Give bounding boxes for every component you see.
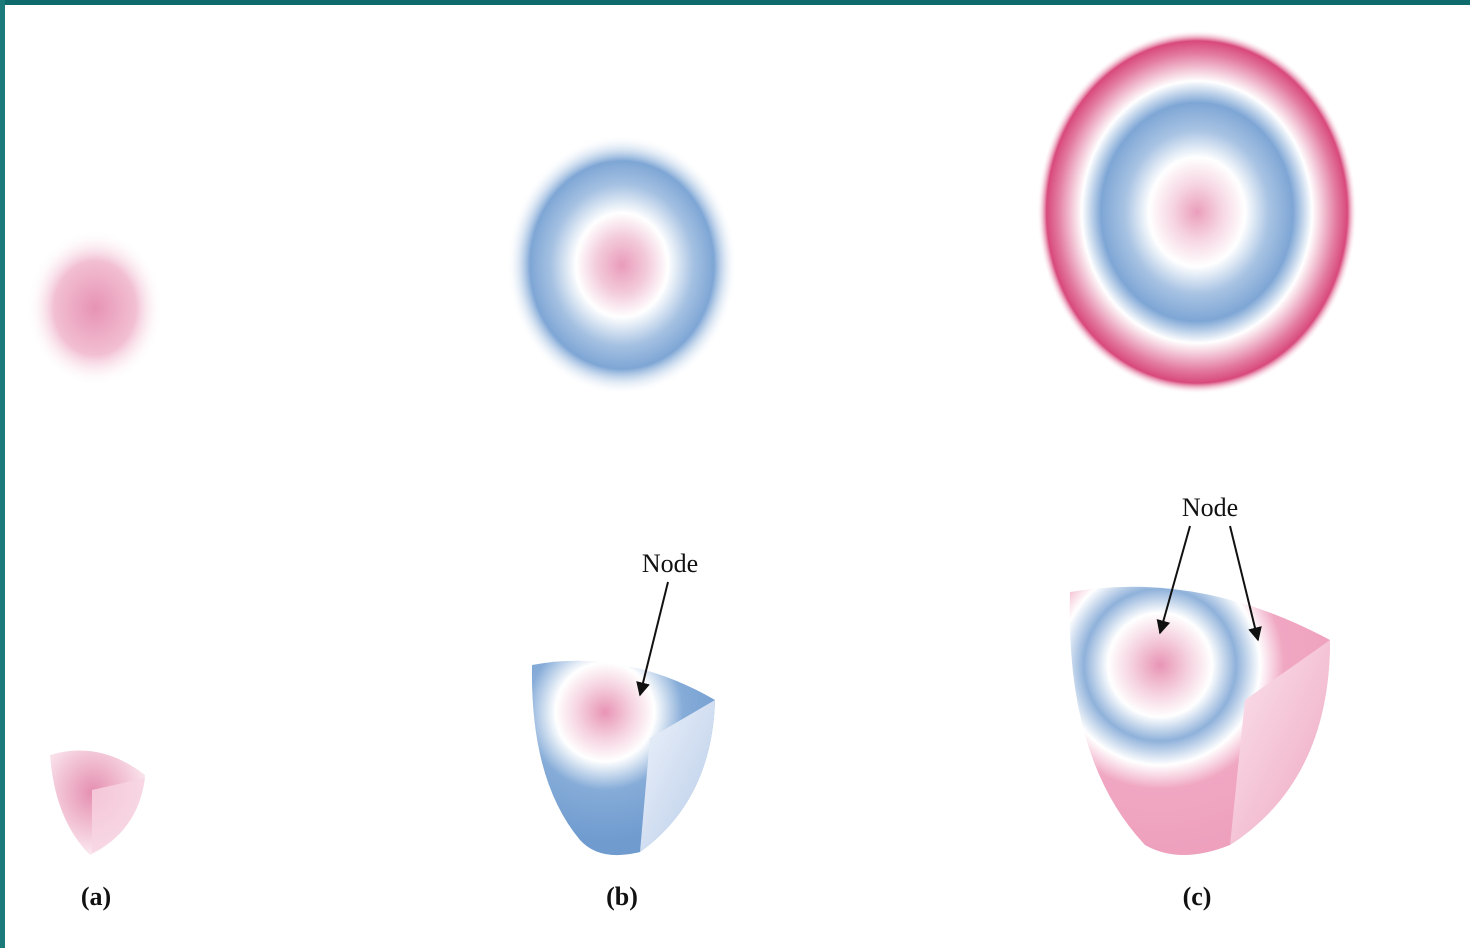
cutaway-2s-side [640,700,715,852]
panel-label: (c) [1183,882,1212,911]
cutaway-3s-side [1230,640,1330,845]
frame-top [0,0,1470,5]
node-arrow [636,581,669,697]
orbital-3s [1037,30,1357,394]
node-label: Node [642,549,698,578]
cutaway-1s-side [92,778,145,853]
node-arrow [1229,525,1262,642]
orbital-1s [27,230,163,386]
node-label: Node [1182,493,1238,522]
panel-label: (a) [81,882,111,911]
node-arrow [1156,525,1191,635]
panel-label: (b) [606,882,638,911]
orbital-2s [507,135,737,395]
frame-left [0,0,5,948]
